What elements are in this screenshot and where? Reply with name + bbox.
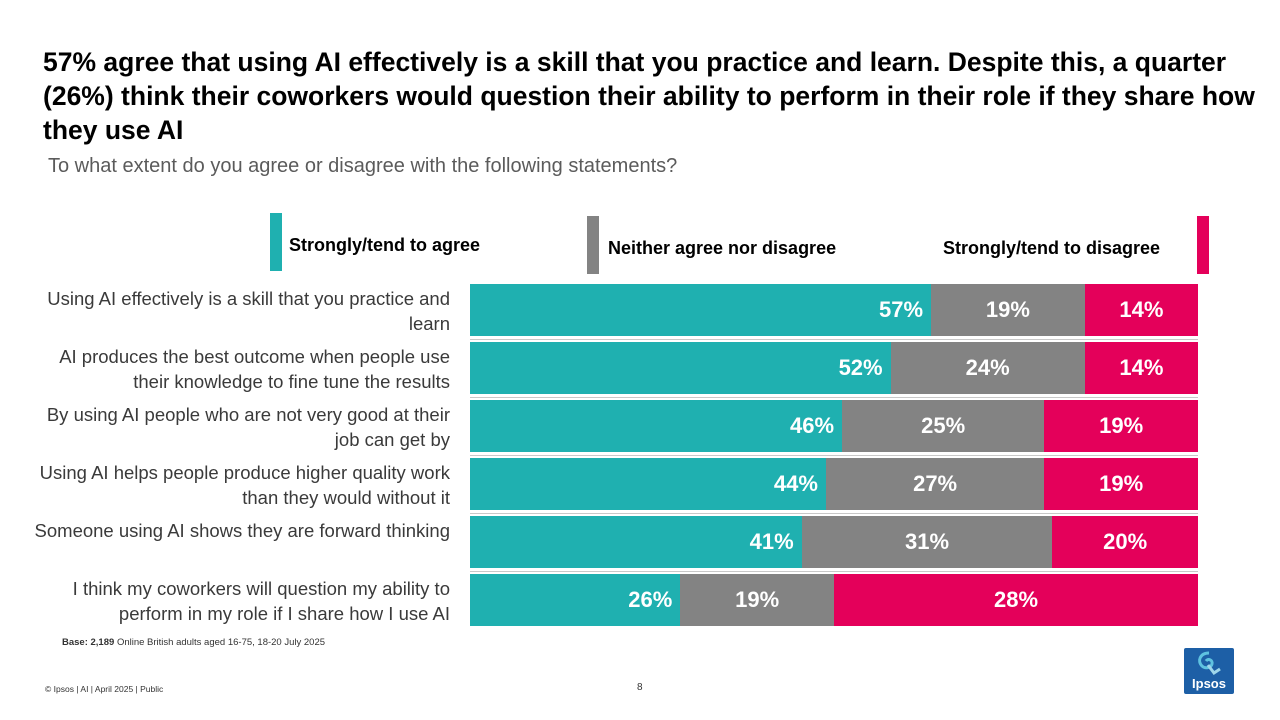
bar-value-label: 28% <box>993 587 1039 612</box>
bar-disagree <box>1044 400 1198 452</box>
footer-copyright: © Ipsos | AI | April 2025 | Public <box>45 684 164 694</box>
legend-label-agree: Strongly/tend to agree <box>289 235 481 255</box>
bar-value-label: 14% <box>1119 297 1164 322</box>
bar-value-label: 19% <box>985 297 1030 322</box>
bar-value-label: 41% <box>749 529 794 554</box>
bar-agree <box>470 400 843 452</box>
row-label: Someone using AI shows they are forward … <box>34 520 450 541</box>
ipsos-swirl-icon <box>1198 651 1221 676</box>
logo-text: Ipsos <box>1192 676 1226 691</box>
page-number: 8 <box>637 682 643 693</box>
legend-swatch-agree <box>270 213 282 271</box>
row-label: AI produces the best outcome when people… <box>59 346 450 392</box>
bar-agree <box>470 284 932 336</box>
row-label: I think my coworkers will question my ab… <box>72 578 450 624</box>
bar-value-label: 25% <box>921 413 966 438</box>
row-separator <box>470 571 1198 572</box>
ipsos-logo: Ipsos <box>1184 648 1234 694</box>
legend-swatch-disagree <box>1197 216 1209 274</box>
bar-value-label: 52% <box>838 355 883 380</box>
slide-title: 57% agree that using AI effectively is a… <box>43 47 1255 145</box>
bar-value-label: 27% <box>913 471 958 496</box>
bar-agree <box>470 342 891 394</box>
bar-value-label: 24% <box>965 355 1010 380</box>
bar-disagree <box>1084 342 1198 394</box>
row-label: Using AI helps people produce higher qua… <box>39 462 450 508</box>
bar-neither <box>680 574 834 626</box>
bar-agree <box>470 516 802 568</box>
bar-agree <box>470 458 826 510</box>
bar-neither <box>890 342 1085 394</box>
bar-value-label: 26% <box>628 587 673 612</box>
question-subtitle: To what extent do you agree or disagree … <box>48 155 678 177</box>
row-label: By using AI people who are not very good… <box>46 404 450 450</box>
row-separator <box>470 339 1198 340</box>
row-separator <box>470 513 1198 514</box>
bar-value-label: 19% <box>1099 413 1144 438</box>
bar-neither <box>801 516 1053 568</box>
bar-value-label: 46% <box>790 413 835 438</box>
bar-agree <box>470 574 681 626</box>
bar-value-label: 44% <box>773 471 818 496</box>
bar-neither <box>825 458 1045 510</box>
legend-swatch-neither <box>587 216 599 274</box>
base-text: Online British adults aged 16-75, 18-20 … <box>116 637 326 648</box>
row-label: Using AI effectively is a skill that you… <box>47 288 450 334</box>
row-separator <box>470 455 1198 456</box>
legend-label-neither: Neither agree nor disagree <box>608 238 837 258</box>
bar-neither <box>842 400 1045 452</box>
bar-disagree <box>1084 284 1198 336</box>
bar-disagree <box>1052 516 1198 568</box>
bar-neither <box>931 284 1085 336</box>
bar-value-label: 19% <box>1099 471 1144 496</box>
row-separator <box>470 397 1198 398</box>
bar-value-label: 31% <box>904 529 950 554</box>
bar-value-label: 19% <box>735 587 780 612</box>
bar-value-label: 57% <box>879 297 924 322</box>
bar-value-label: 20% <box>1103 529 1148 554</box>
bar-value-label: 14% <box>1119 355 1164 380</box>
bar-disagree <box>834 574 1198 626</box>
base-note: Base: 2,189 Online British adults aged 1… <box>62 637 325 648</box>
legend-label-disagree: Strongly/tend to disagree <box>943 238 1161 258</box>
bar-disagree <box>1044 458 1198 510</box>
base-label: Base: 2,189 <box>62 637 115 648</box>
